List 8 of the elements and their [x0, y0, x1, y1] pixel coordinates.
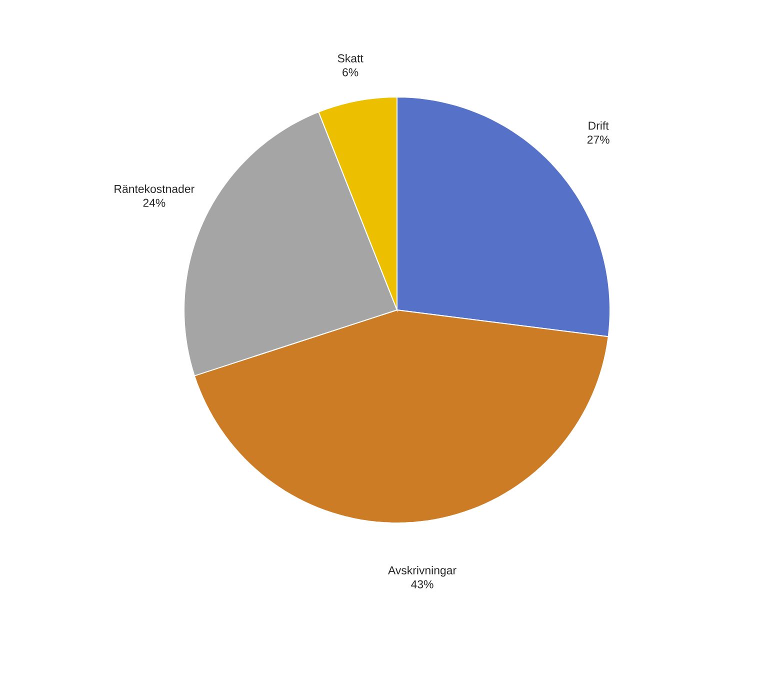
data-label: 27% [587, 136, 610, 144]
data-label: 6% [342, 68, 358, 76]
data-label: 43% [411, 580, 434, 588]
slice-label: Räntekostnader [114, 184, 194, 193]
slice-label: Skatt [338, 54, 364, 62]
data-label: 24% [143, 198, 166, 207]
slice-label: Avskrivningar [388, 566, 456, 577]
slice-label: Drift [588, 121, 609, 130]
